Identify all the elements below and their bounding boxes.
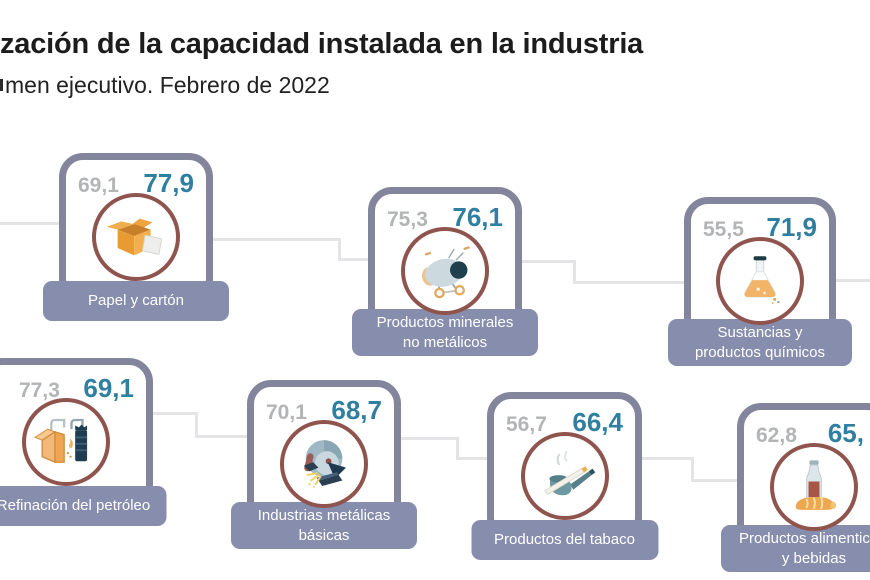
industry-card-quimicos: 55,5 71,9 Sustancias y productos químico… [668, 197, 852, 366]
connector-line [198, 435, 250, 438]
connector-line [399, 437, 459, 440]
card-label: Refinación del petróleo [0, 486, 166, 526]
current-value: 76,1 [452, 202, 503, 232]
label-line: no metálicos [402, 333, 488, 351]
cut-letter-fragment [0, 79, 3, 91]
icon-circle [280, 420, 368, 508]
connector-line [456, 437, 459, 460]
previous-value: 77,3 [19, 379, 60, 402]
current-value: 65, [827, 418, 864, 448]
label-line: Papel y cartón [88, 292, 184, 310]
bottle-and-bread-icon [795, 460, 836, 510]
industry-card-petroleo: 77,3 69,1 Refinación del petróleo [0, 358, 166, 526]
previous-value: 70,1 [266, 401, 307, 424]
connector-line [213, 238, 341, 241]
icon-circle [401, 227, 489, 315]
oil-refinery-icon [33, 418, 87, 464]
card-label: Sustancias y productos químicos [668, 319, 852, 366]
current-value: 68,7 [331, 395, 382, 425]
previous-value: 75,3 [387, 208, 428, 231]
card-label: Productos del tabaco [471, 520, 658, 560]
label-line: productos químicos [694, 343, 826, 361]
connector-line [834, 279, 870, 282]
industry-card-tabaco: 56,7 66,4 Productos del tabaco [471, 392, 658, 560]
page-subtitle: men ejecutivo. Febrero de 2022 [5, 72, 330, 98]
industry-card-minerales: 75,3 76,1 Productos minerales no metálic… [352, 187, 538, 356]
label-line: Productos minerales [376, 314, 514, 331]
value-row: 70,1 68,7 [254, 397, 394, 423]
previous-value: 69,1 [78, 174, 119, 197]
cardboard-box-icon [106, 218, 163, 256]
page-title: zación de la capacidad instalada en la i… [0, 28, 644, 60]
cement-mixer-icon [421, 246, 470, 299]
connector-line [341, 258, 371, 261]
card-label: Industrias metálicas básicas [231, 502, 417, 549]
industry-card-metalicas: 70,1 68,7 [231, 380, 417, 549]
icon-circle [92, 193, 180, 281]
connector-line [0, 222, 59, 225]
label-line: Productos del tabaco [494, 531, 635, 549]
label-line: Refinación del petróleo [0, 497, 151, 515]
connector-line [151, 412, 198, 415]
industry-card-alimenticios: 62,8 65, Productos alimenticios y bebida… [721, 403, 870, 572]
connector-line [694, 479, 740, 482]
value-row: 77,3 69,1 [0, 375, 146, 401]
icon-circle [716, 237, 804, 325]
value-row: 69,1 77,9 [66, 170, 206, 196]
angle-grinder-icon [303, 440, 346, 488]
value-row: 55,5 71,9 [691, 214, 829, 240]
connector-line [522, 260, 576, 263]
connector-line [640, 457, 694, 460]
card-label: Productos minerales no metálicos [352, 309, 538, 356]
icon-circle [21, 398, 110, 486]
label-line: básicas [298, 526, 350, 544]
industry-card-papel: 69,1 77,9 Papel y cartón [43, 153, 229, 321]
connector-line [573, 260, 576, 284]
current-value: 69,1 [83, 373, 134, 403]
label-line: Sustancias y [717, 324, 803, 341]
icon-circle [520, 432, 609, 520]
value-row: 75,3 76,1 [375, 204, 515, 230]
label-line: y bebidas [781, 549, 847, 567]
value-row: 62,8 65, [744, 420, 870, 446]
connector-line [691, 457, 694, 482]
current-value: 66,4 [572, 407, 623, 437]
smoking-pipe-icon [543, 450, 595, 496]
value-row: 56,7 66,4 [494, 409, 635, 435]
chemical-flask-icon [744, 256, 780, 304]
label-line: Productos alimenticios [738, 530, 870, 547]
previous-value: 62,8 [756, 424, 797, 447]
icon-circle [770, 443, 858, 531]
connector-line [576, 281, 688, 284]
previous-value: 55,5 [703, 218, 744, 241]
connector-line [338, 238, 341, 261]
label-line: Industrias metálicas [257, 507, 391, 524]
card-label: Papel y cartón [43, 281, 229, 321]
current-value: 71,9 [766, 212, 817, 242]
current-value: 77,9 [143, 168, 194, 198]
connector-line [459, 457, 490, 460]
connector-line [195, 412, 198, 438]
previous-value: 56,7 [506, 413, 547, 436]
card-label: Productos alimenticios y bebidas [721, 525, 870, 572]
